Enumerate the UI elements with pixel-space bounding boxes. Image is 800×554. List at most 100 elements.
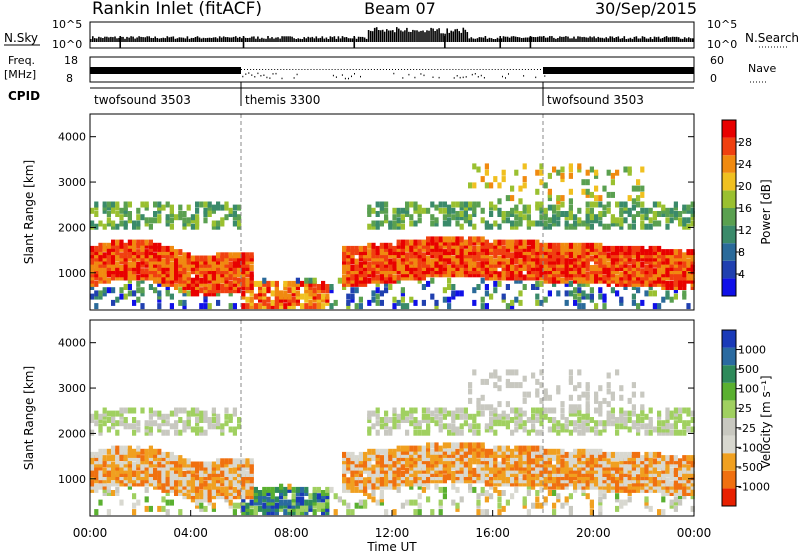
heatmap-cell [127,242,132,249]
heatmap-cell [186,261,191,268]
heatmap-cell [510,274,515,281]
heatmap-cell [514,480,519,487]
heatmap-cell [568,271,573,278]
heatmap-cell [484,461,489,468]
heatmap-cell [127,249,132,256]
heatmap-cell [573,245,578,252]
heatmap-cell [106,471,111,477]
heatmap-cell [115,429,120,436]
heatmap-cell [619,220,624,227]
nsky-bar [406,27,408,42]
colorbar-segment [722,190,736,208]
heatmap-cell [602,265,607,271]
heatmap-cell [346,458,351,465]
heatmap-cell [556,448,561,455]
heatmap-cell [182,277,187,284]
heatmap-cell [106,277,111,284]
heatmap-cell [657,420,662,427]
nsky-bar [132,36,134,42]
heatmap-cell [610,217,615,224]
heatmap-cell [585,249,590,256]
heatmap-cell [304,293,309,300]
heatmap-cell [312,290,317,297]
nsky-bar [295,39,297,42]
nsky-bar [663,36,666,42]
heatmap-cell [585,211,590,217]
y-tick-label: 4000 [58,337,86,350]
heatmap-cell [98,477,103,484]
heatmap-cell [295,490,300,496]
nsky-bar [589,36,591,42]
heatmap-cell [350,480,355,487]
heatmap-cell [426,245,431,252]
heatmap-cell [392,471,397,477]
heatmap-cell [384,280,389,287]
heatmap-cell [589,458,594,465]
heatmap-cell [174,274,179,281]
heatmap-cell [106,265,111,271]
heatmap-cell [518,467,523,474]
heatmap-cell [140,261,145,268]
heatmap-cell [636,480,641,487]
heatmap-cell [430,410,435,417]
heatmap-cell [673,499,678,506]
heatmap-cell [619,486,624,493]
heatmap-cell [220,271,225,278]
heatmap-cell [640,467,645,474]
nsky-bar [504,36,507,42]
x-tick-label: 00:00 [73,526,108,540]
heatmap-cell [308,280,313,287]
heatmap-cell [669,274,674,281]
heatmap-cell [615,245,620,252]
heatmap-cell [94,455,99,462]
heatmap-cell [111,445,116,452]
heatmap-cell [409,420,414,427]
heatmap-cell [648,252,653,259]
heatmap-cell [279,299,284,306]
heatmap-cell [426,455,431,462]
heatmap-cell [543,464,548,471]
heatmap-cell [132,242,137,249]
heatmap-cell [594,217,599,224]
heatmap-cell [644,280,649,287]
heatmap-cell [241,474,246,481]
heatmap-cell [144,239,149,246]
nsky-bar [337,36,340,42]
heatmap-cell [627,464,632,471]
heatmap-cell [207,474,212,481]
heatmap-cell [115,252,120,259]
heatmap-cell [594,255,599,262]
heatmap-cell [358,451,363,458]
heatmap-cell [505,382,510,389]
heatmap-cell [526,207,531,214]
heatmap-cell [472,451,477,458]
heatmap-cell [102,287,107,294]
heatmap-cell [245,474,250,481]
heatmap-cell [657,245,662,252]
heatmap-cell [106,509,111,516]
heatmap-cell [157,274,162,281]
heatmap-cell [174,407,179,414]
heatmap-cell [690,458,695,465]
heatmap-cell [140,477,145,484]
heatmap-cell [312,490,317,496]
heatmap-cell [619,201,624,208]
heatmap-cell [132,455,137,462]
heatmap-cell [447,217,452,224]
heatmap-cell [514,204,519,211]
heatmap-cell [186,280,191,287]
heatmap-cell [291,496,296,503]
heatmap-cell [610,391,615,398]
heatmap-cell [501,410,506,417]
heatmap-cell [682,204,687,211]
heatmap-cell [384,458,389,465]
heatmap-cell [531,258,536,265]
heatmap-cell [371,483,376,490]
heatmap-cell [90,429,95,436]
heatmap-cell [224,461,229,468]
heatmap-cell [690,505,695,512]
heatmap-cell [661,274,666,281]
heatmap-cell [619,274,624,281]
heatmap-cell [153,277,158,284]
